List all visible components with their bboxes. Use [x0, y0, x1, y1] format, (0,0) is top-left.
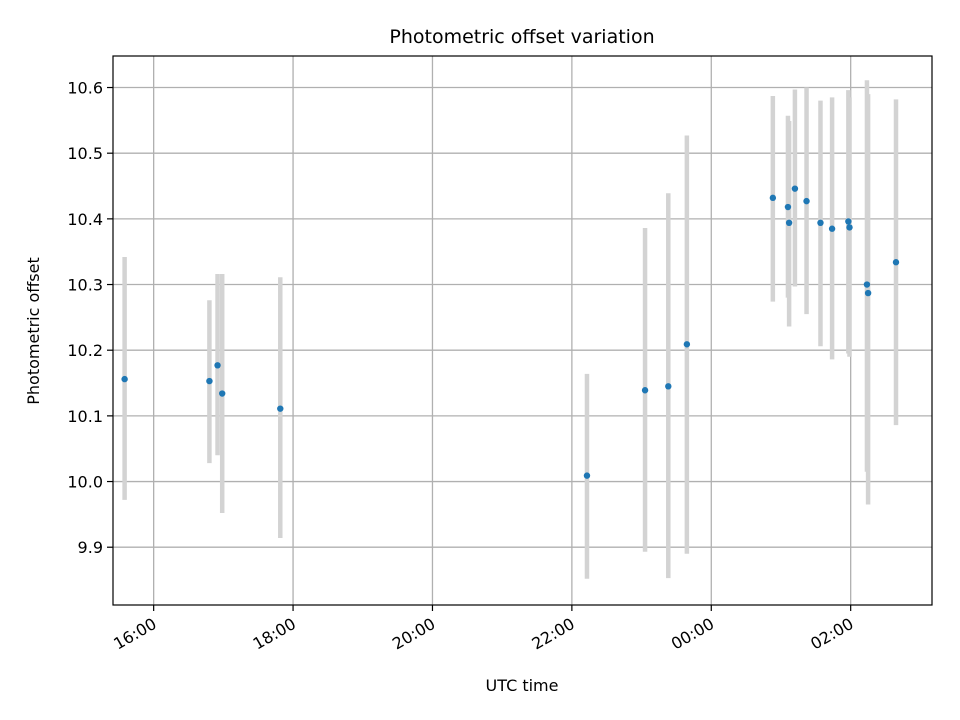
x-tick-label: 22:00	[528, 614, 577, 654]
data-point	[683, 341, 691, 348]
data-point	[583, 472, 591, 479]
data-point	[803, 197, 810, 205]
data-point	[817, 219, 824, 227]
data-point	[641, 387, 649, 394]
data-point	[665, 383, 672, 390]
x-tick-label: 20:00	[389, 614, 438, 654]
data-point	[845, 218, 852, 225]
data-point	[864, 289, 872, 297]
data-points	[121, 185, 900, 479]
data-point	[791, 185, 799, 192]
y-tick-label: 10.2	[67, 341, 103, 360]
y-axis-ticks: 9.9 10.0 10.1 10.2 10.3 10.4 10.5 10.6	[67, 79, 113, 557]
x-axis-ticks: 16:00 18:00 20:00 22:00 00:00 02:00	[110, 605, 857, 654]
data-point	[277, 405, 284, 412]
data-point	[219, 390, 226, 397]
y-tick-label: 10.1	[67, 407, 103, 426]
plot-frame	[112, 55, 933, 606]
data-point	[863, 281, 871, 288]
y-tick-label: 10.3	[67, 276, 103, 295]
data-point	[892, 259, 900, 266]
data-point	[785, 219, 793, 227]
x-tick-label: 18:00	[250, 614, 299, 654]
x-axis-label: UTC time	[486, 676, 559, 695]
data-point	[214, 362, 221, 369]
data-point	[206, 377, 213, 385]
x-tick-label: 16:00	[110, 614, 159, 654]
y-tick-label: 10.4	[67, 210, 103, 229]
chart-title: Photometric offset variation	[389, 26, 654, 48]
y-axis-label: Photometric offset	[24, 257, 43, 405]
y-tick-label: 9.9	[78, 538, 103, 557]
y-tick-label: 10.0	[67, 473, 103, 492]
x-tick-label: 00:00	[668, 614, 717, 654]
error-bars	[122, 80, 899, 579]
y-tick-label: 10.5	[67, 144, 103, 163]
grid	[113, 56, 932, 605]
data-point	[784, 203, 792, 211]
data-point	[828, 225, 836, 232]
x-tick-label: 02:00	[807, 614, 856, 654]
y-tick-label: 10.6	[67, 79, 103, 98]
data-point	[846, 224, 853, 231]
data-point	[121, 375, 128, 383]
data-point	[769, 194, 777, 202]
